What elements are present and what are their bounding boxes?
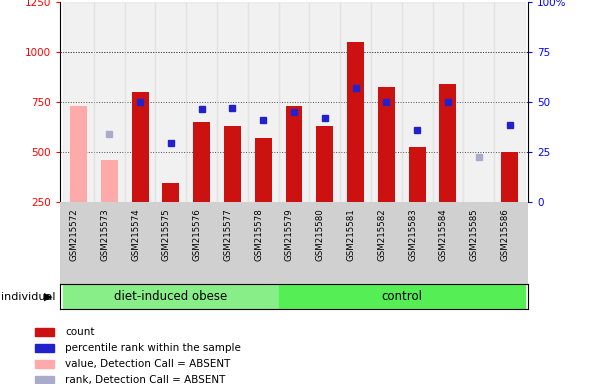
Text: control: control bbox=[381, 290, 422, 303]
Text: GSM215584: GSM215584 bbox=[439, 208, 448, 261]
Bar bbox=[433, 2, 463, 202]
Bar bbox=[278, 284, 525, 309]
Text: count: count bbox=[65, 327, 95, 337]
Text: ▶: ▶ bbox=[44, 291, 52, 302]
Bar bbox=[248, 2, 278, 202]
Text: GSM215573: GSM215573 bbox=[100, 208, 109, 261]
Bar bbox=[63, 2, 94, 202]
Bar bbox=[255, 138, 272, 202]
Text: value, Detection Call = ABSENT: value, Detection Call = ABSENT bbox=[65, 359, 230, 369]
Bar bbox=[402, 2, 433, 202]
Bar bbox=[186, 2, 217, 202]
Bar bbox=[125, 2, 155, 202]
Text: rank, Detection Call = ABSENT: rank, Detection Call = ABSENT bbox=[65, 374, 226, 384]
Bar bbox=[70, 106, 87, 202]
Bar bbox=[439, 84, 457, 202]
Text: GSM215580: GSM215580 bbox=[316, 208, 325, 261]
Bar bbox=[224, 126, 241, 202]
Bar bbox=[217, 2, 248, 202]
Bar bbox=[63, 284, 278, 309]
Bar bbox=[340, 2, 371, 202]
Bar bbox=[378, 87, 395, 202]
Text: GSM215586: GSM215586 bbox=[500, 208, 509, 261]
Text: GSM215572: GSM215572 bbox=[70, 208, 79, 261]
Text: GSM215585: GSM215585 bbox=[470, 208, 479, 261]
Bar bbox=[35, 328, 54, 336]
Bar bbox=[310, 2, 340, 202]
Text: individual: individual bbox=[1, 291, 56, 302]
Text: percentile rank within the sample: percentile rank within the sample bbox=[65, 343, 241, 353]
Bar bbox=[101, 160, 118, 202]
Bar bbox=[316, 126, 333, 202]
Bar bbox=[463, 2, 494, 202]
Bar bbox=[163, 183, 179, 202]
Bar bbox=[286, 106, 302, 202]
Bar bbox=[155, 2, 186, 202]
Text: GSM215575: GSM215575 bbox=[162, 208, 171, 261]
Text: GSM215574: GSM215574 bbox=[131, 208, 140, 261]
Text: GSM215583: GSM215583 bbox=[408, 208, 417, 261]
Bar bbox=[409, 147, 425, 202]
Text: GSM215576: GSM215576 bbox=[193, 208, 202, 261]
Bar bbox=[131, 92, 149, 202]
Text: diet-induced obese: diet-induced obese bbox=[114, 290, 227, 303]
Bar bbox=[501, 152, 518, 202]
Text: GSM215581: GSM215581 bbox=[347, 208, 356, 261]
Bar bbox=[278, 2, 310, 202]
Bar bbox=[35, 360, 54, 367]
Text: GSM215577: GSM215577 bbox=[223, 208, 232, 261]
Bar bbox=[347, 42, 364, 202]
Text: GSM215582: GSM215582 bbox=[377, 208, 386, 261]
Bar bbox=[494, 2, 525, 202]
Text: GSM215579: GSM215579 bbox=[285, 208, 294, 261]
Bar bbox=[94, 2, 125, 202]
Bar bbox=[35, 344, 54, 352]
Text: GSM215578: GSM215578 bbox=[254, 208, 263, 261]
Bar bbox=[193, 122, 210, 202]
Bar bbox=[371, 2, 402, 202]
Bar bbox=[470, 202, 487, 204]
Bar bbox=[35, 376, 54, 383]
